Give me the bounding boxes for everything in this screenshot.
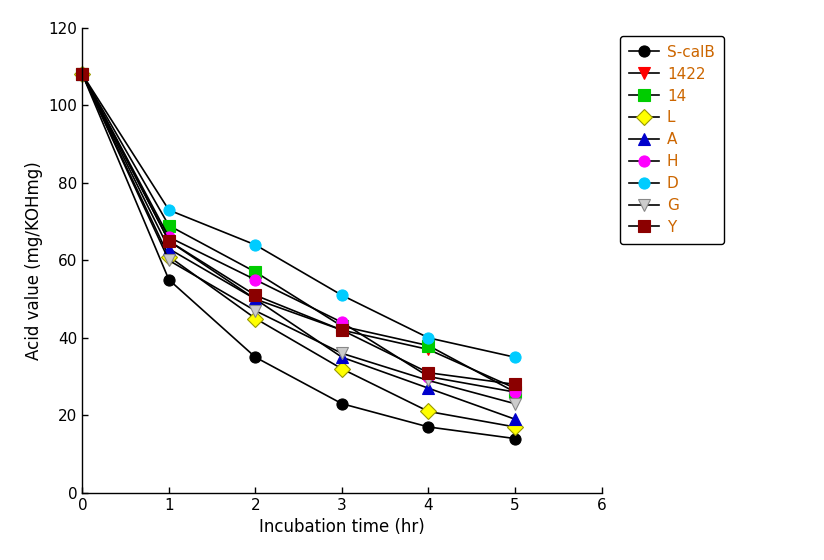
X-axis label: Incubation time (hr): Incubation time (hr) <box>259 518 425 536</box>
Legend: S-calB, 1422, 14, L, A, H, D, G, Y: S-calB, 1422, 14, L, A, H, D, G, Y <box>620 36 724 244</box>
Y-axis label: Acid value (mg/KOHmg): Acid value (mg/KOHmg) <box>25 161 43 360</box>
